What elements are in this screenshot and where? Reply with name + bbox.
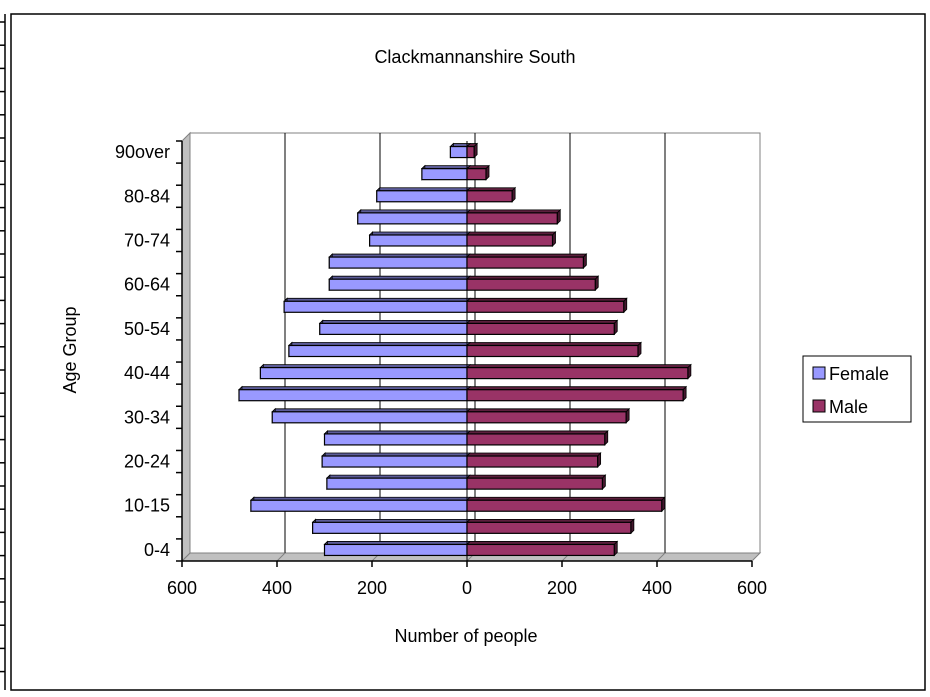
bar-male-70-74 — [467, 232, 556, 246]
bar-female-35-39 — [239, 387, 470, 401]
x-tick-label: 600 — [167, 578, 197, 598]
y-tick-label: 60-64 — [124, 275, 170, 295]
y-tick-label: 90over — [115, 142, 170, 162]
bar-male-80-84 — [467, 188, 515, 202]
y-tick-label: 0-4 — [144, 540, 170, 560]
x-axis-label: Number of people — [394, 626, 537, 646]
bar-female-0-4 — [325, 541, 471, 555]
bar-female-75-79 — [358, 210, 470, 224]
bar-female-20-24 — [322, 453, 470, 467]
bar-male-45-49 — [467, 343, 641, 357]
bar-female-60-64 — [329, 276, 470, 290]
y-tick-label: 70-74 — [124, 230, 170, 250]
bar-male-35-39 — [467, 387, 686, 401]
x-tick-label: 400 — [642, 578, 672, 598]
bar-female-50-54 — [320, 320, 470, 334]
bar-female-85-89 — [422, 166, 470, 180]
bar-female-30-34 — [272, 409, 470, 423]
left-edge-ticks — [0, 14, 5, 690]
x-tick-label: 600 — [737, 578, 767, 598]
legend-swatch-female — [813, 367, 825, 379]
bar-male-50-54 — [467, 320, 617, 334]
legend-swatch-male — [813, 400, 825, 412]
bar-male-0-4 — [467, 541, 617, 555]
y-tick-label: 40-44 — [124, 363, 170, 383]
y-tick-label: 10-15 — [124, 496, 170, 516]
bar-male-85-89 — [467, 166, 489, 180]
bar-female-5-9 — [313, 519, 470, 533]
x-tick-label: 200 — [357, 578, 387, 598]
bar-female-16-19 — [327, 475, 470, 489]
bar-male-75-79 — [467, 210, 560, 224]
bar-male-25-29 — [467, 431, 608, 445]
bar-female-45-49 — [289, 343, 470, 357]
y-tick-label: 80-84 — [124, 186, 170, 206]
legend-label-male: Male — [829, 397, 868, 417]
bar-female-65-69 — [329, 254, 470, 268]
legend-label-female: Female — [829, 364, 889, 384]
chart-title: Clackmannanshire South — [374, 47, 575, 67]
bar-male-16-19 — [467, 475, 605, 489]
bar-female-70-74 — [370, 232, 470, 246]
bar-male-40-44 — [467, 365, 691, 379]
x-tick-label: 400 — [262, 578, 292, 598]
bar-female-80-84 — [377, 188, 470, 202]
x-tick-label: 200 — [547, 578, 577, 598]
bar-male-5-9 — [467, 519, 634, 533]
bar-male-20-24 — [467, 453, 601, 467]
bar-male-65-69 — [467, 254, 586, 268]
x-tick-label: 0 — [462, 578, 472, 598]
bar-female-55-59 — [284, 298, 470, 312]
y-tick-label: 20-24 — [124, 452, 170, 472]
bar-female-40-44 — [260, 365, 470, 379]
bar-male-10-15 — [467, 497, 665, 511]
y-tick-label: 30-34 — [124, 407, 170, 427]
bar-female-25-29 — [325, 431, 471, 445]
y-axis-label: Age Group — [60, 306, 80, 393]
bar-male-55-59 — [467, 298, 627, 312]
legend: Female Male — [803, 356, 911, 422]
bar-male-30-34 — [467, 409, 629, 423]
y-tick-label: 50-54 — [124, 319, 170, 339]
bar-female-10-15 — [251, 497, 470, 511]
bar-male-60-64 — [467, 276, 598, 290]
plot-side-wall — [182, 133, 190, 561]
bar-male-90over — [467, 144, 477, 158]
